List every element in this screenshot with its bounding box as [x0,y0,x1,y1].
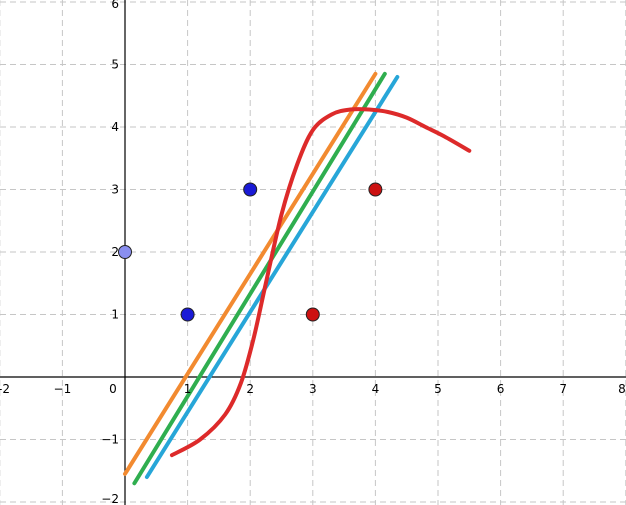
x-tick-label: 0 [109,382,117,396]
y-tick-label: 5 [111,58,119,72]
x-tick-label: 1 [184,382,192,396]
x-tick-label: 6 [497,382,505,396]
x-tick-label: 5 [434,382,442,396]
y-tick-label: 4 [111,120,119,134]
data-point[interactable] [180,307,195,322]
points [118,182,383,322]
y-tick-label: 6 [111,0,119,11]
data-point[interactable] [243,182,258,197]
series [123,71,472,486]
x-tick-label: -2 [0,382,10,396]
fit-line-2 [132,71,387,486]
fit-curve [169,107,472,458]
y-tick-label: 1 [111,308,119,322]
fit-line-1 [123,71,378,476]
x-tick-label: 2 [246,382,254,396]
x-tick-label: 4 [372,382,380,396]
x-tick-label: −1 [54,382,72,396]
data-point[interactable] [305,307,320,322]
y-tick-label: 3 [111,183,119,197]
y-tick-label: 2 [111,245,119,259]
x-tick-label: 7 [559,382,567,396]
data-point[interactable] [368,182,383,197]
y-tick-label: −1 [101,433,119,447]
y-tick-label: −2 [101,492,119,505]
x-tick-label: 8 [618,382,626,396]
fit-line-3 [144,75,400,479]
x-tick-label: 3 [309,382,317,396]
data-point[interactable] [118,245,132,259]
